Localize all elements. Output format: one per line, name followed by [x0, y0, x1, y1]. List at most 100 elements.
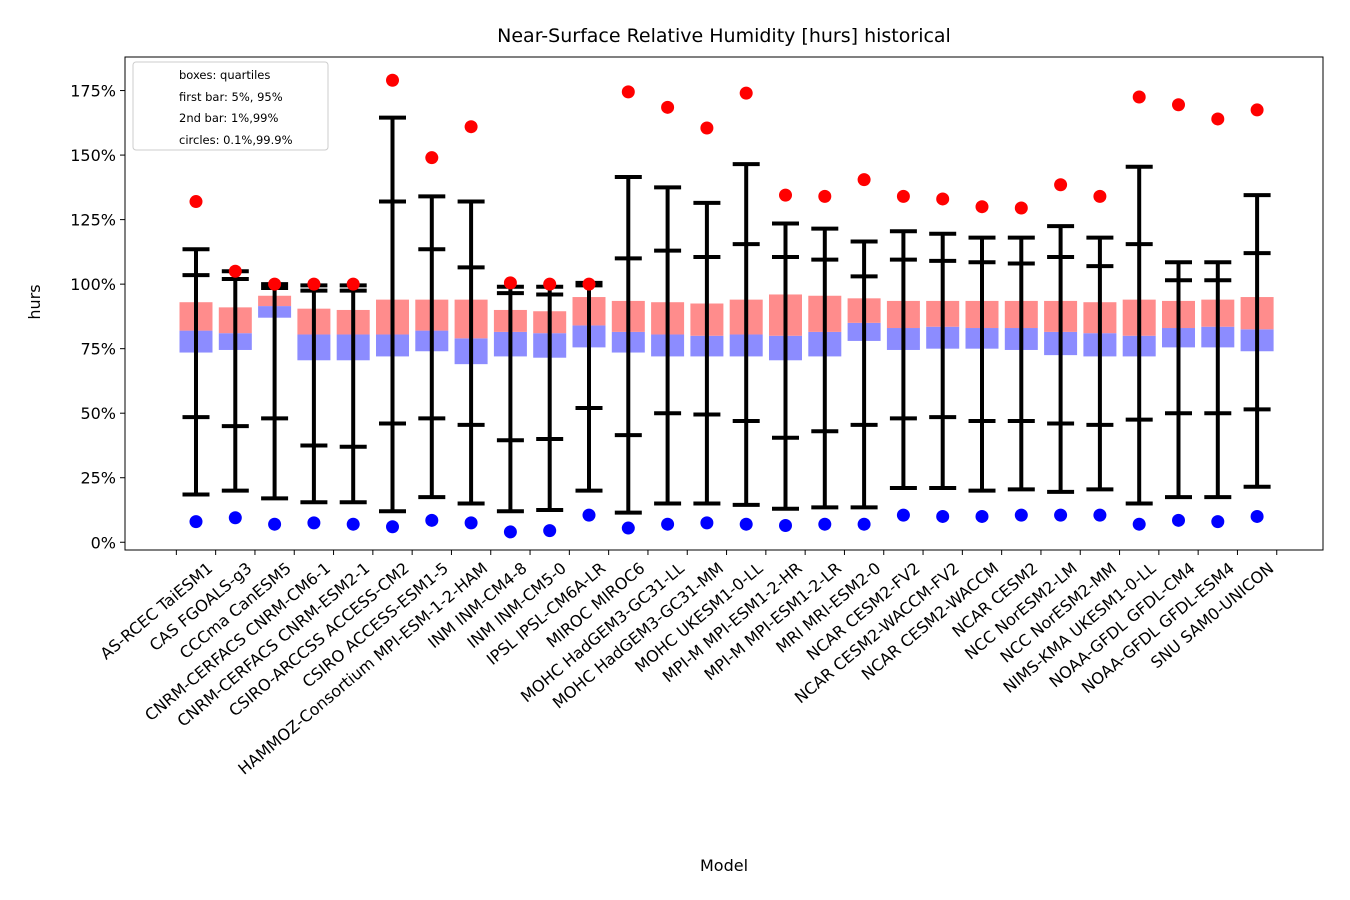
p99-9-circle [818, 189, 832, 203]
model-group [886, 189, 920, 522]
p99-9-circle [779, 188, 792, 202]
p99-9-circle [975, 200, 989, 214]
legend-line-boxes: boxes: quartiles [179, 68, 270, 82]
p0-1-circle [307, 516, 321, 530]
p0-1-circle [386, 520, 399, 534]
y-tick-label: 25% [80, 469, 116, 488]
p99-9-circle [1093, 189, 1107, 203]
model-group [297, 277, 331, 530]
legend-line-first-bar: first bar: 5%, 95% [179, 90, 283, 104]
p99-9-circle [1172, 98, 1185, 112]
p0-1-circle [346, 517, 360, 531]
model-group [847, 173, 881, 531]
model-group [1004, 201, 1038, 522]
model-group [1122, 90, 1156, 531]
y-axis-label: hurs [25, 284, 44, 319]
model-group [218, 264, 252, 525]
p99-9-circle [1014, 201, 1028, 215]
p99-9-circle [896, 189, 910, 203]
model-group [1083, 189, 1117, 522]
y-tick-label: 150% [70, 146, 116, 165]
model-group [611, 85, 645, 535]
p0-1-circle [1093, 508, 1107, 522]
p0-1-circle [189, 515, 203, 529]
model-group [1240, 103, 1274, 523]
p0-1-circle [621, 521, 635, 535]
plot-frame [124, 56, 1324, 551]
model-group [690, 121, 724, 530]
x-axis-label: Model [700, 856, 748, 875]
y-tick-label: 125% [70, 211, 116, 230]
model-group [965, 200, 999, 523]
p0-1-circle [818, 517, 832, 531]
p0-1-circle [1014, 508, 1028, 522]
p0-1-circle [425, 513, 439, 527]
model-group [808, 189, 842, 531]
model-group [493, 276, 527, 539]
p0-1-circle [936, 509, 950, 523]
model-group [769, 188, 802, 532]
p99-9-circle [346, 277, 360, 291]
p99-9-circle [543, 277, 557, 291]
p0-1-circle [739, 517, 753, 531]
p99-9-circle [464, 120, 478, 134]
p0-1-circle [228, 511, 242, 525]
p99-9-circle [503, 276, 517, 290]
p0-1-circle [975, 509, 989, 523]
p99-9-circle [936, 192, 950, 206]
p0-1-circle [503, 525, 517, 539]
p99-9-circle [857, 173, 871, 187]
chart-title: Near-Surface Relative Humidity [hurs] hi… [497, 25, 951, 47]
p99-9-circle [661, 100, 675, 114]
y-tick-label: 50% [80, 404, 116, 423]
y-tick-label: 0% [91, 533, 116, 552]
y-tick-label: 175% [70, 82, 116, 101]
p0-1-circle [1211, 515, 1225, 529]
p99-9-circle [1054, 178, 1068, 192]
p99-9-circle [189, 195, 203, 209]
p0-1-circle [661, 517, 675, 531]
plot-area [179, 73, 1274, 539]
y-axis: 0% 25% 50% 75% 100% 125% 150% 175% [70, 82, 125, 552]
p0-1-circle [1250, 509, 1264, 523]
model-group [651, 100, 685, 531]
p0-1-circle [464, 516, 478, 530]
legend-line-second-bar: 2nd bar: 1%,99% [179, 111, 278, 125]
p0-1-circle [1054, 508, 1068, 522]
model-group [258, 277, 292, 531]
model-group [454, 120, 488, 530]
y-tick-label: 100% [70, 275, 116, 294]
p0-1-circle [700, 516, 714, 530]
p99-9-circle [268, 277, 282, 291]
legend: boxes: quartiles first bar: 5%, 95% 2nd … [132, 61, 329, 151]
p0-1-circle [1172, 513, 1185, 527]
p99-9-circle [425, 151, 439, 165]
p99-9-circle [228, 264, 242, 278]
p0-1-circle [1132, 517, 1146, 531]
p99-9-circle [1211, 112, 1225, 126]
model-group [1162, 98, 1195, 527]
p0-1-circle [857, 517, 871, 531]
y-tick-label: 75% [80, 340, 116, 359]
p0-1-circle [896, 508, 910, 522]
model-group [926, 192, 960, 523]
p99-9-circle [700, 121, 714, 135]
p99-9-circle [307, 277, 321, 291]
p0-1-circle [582, 508, 596, 522]
model-group [572, 277, 606, 522]
p99-9-circle [582, 277, 596, 291]
p99-9-circle [1250, 103, 1264, 117]
model-group [1044, 178, 1078, 522]
p99-9-circle [1132, 90, 1146, 104]
p99-9-circle [386, 73, 399, 87]
p0-1-circle [543, 524, 557, 538]
p99-9-circle [621, 85, 635, 99]
model-group [533, 277, 567, 538]
legend-frame [132, 61, 329, 151]
p0-1-circle [779, 518, 792, 532]
model-group [1201, 112, 1235, 529]
p99-9-circle [739, 86, 753, 100]
model-group [336, 277, 370, 531]
p0-1-circle [268, 517, 282, 531]
